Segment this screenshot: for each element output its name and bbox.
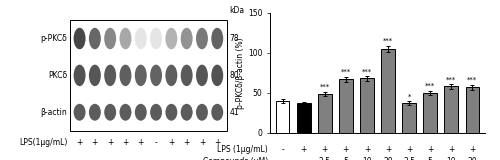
Text: ***: *** [468, 77, 477, 83]
Text: 78: 78 [230, 34, 239, 43]
Text: 2.5: 2.5 [403, 157, 415, 160]
Ellipse shape [166, 28, 177, 49]
Text: +: + [138, 138, 144, 148]
Text: +: + [214, 138, 220, 148]
Bar [402, 103, 416, 133]
Text: +: + [448, 145, 454, 154]
Y-axis label: p-PKCδ/β-actin (%): p-PKCδ/β-actin (%) [236, 37, 245, 109]
Text: 5: 5 [344, 157, 348, 160]
Text: +: + [406, 145, 412, 154]
Bar [381, 49, 395, 133]
Ellipse shape [120, 28, 132, 49]
Bar [70, 20, 228, 131]
Text: -: - [282, 145, 284, 154]
Text: β-actin: β-actin [40, 108, 67, 117]
Text: ***: *** [425, 83, 436, 89]
Ellipse shape [166, 104, 177, 121]
Ellipse shape [74, 104, 86, 121]
Text: +: + [469, 145, 476, 154]
Text: ***: *** [383, 38, 393, 44]
Text: p-PKCδ: p-PKCδ [40, 34, 67, 43]
Text: ***: *** [446, 76, 456, 82]
Bar [339, 79, 352, 133]
Text: 5: 5 [428, 157, 432, 160]
Bar [276, 101, 289, 133]
Text: LPS(1μg/mL): LPS(1μg/mL) [19, 138, 67, 148]
Ellipse shape [212, 65, 223, 86]
Text: +: + [107, 138, 114, 148]
Ellipse shape [150, 65, 162, 86]
Ellipse shape [196, 65, 208, 86]
Text: +: + [184, 138, 190, 148]
Ellipse shape [89, 28, 101, 49]
Bar [424, 93, 437, 133]
Ellipse shape [150, 104, 162, 121]
Ellipse shape [120, 65, 132, 86]
Ellipse shape [135, 104, 146, 121]
Ellipse shape [212, 104, 223, 121]
Text: -: - [302, 157, 305, 160]
Ellipse shape [135, 28, 146, 49]
Bar [444, 86, 458, 133]
Ellipse shape [89, 65, 101, 86]
Text: ***: *** [320, 84, 330, 90]
Text: +: + [92, 138, 98, 148]
Text: +: + [300, 145, 307, 154]
Text: +: + [199, 138, 205, 148]
Ellipse shape [212, 28, 223, 49]
Text: Compounds (μM): Compounds (μM) [202, 157, 268, 160]
Ellipse shape [166, 65, 177, 86]
Text: 10: 10 [446, 157, 456, 160]
Bar [466, 87, 479, 133]
Ellipse shape [180, 104, 192, 121]
Text: +: + [342, 145, 349, 154]
Text: +: + [76, 138, 83, 148]
Ellipse shape [196, 28, 208, 49]
Text: 20: 20 [383, 157, 393, 160]
Text: +: + [385, 145, 391, 154]
Ellipse shape [104, 65, 116, 86]
Text: -: - [282, 157, 284, 160]
Text: LPS (1μg/mL): LPS (1μg/mL) [217, 145, 268, 154]
Ellipse shape [196, 104, 208, 121]
Text: +: + [168, 138, 174, 148]
Text: +: + [122, 138, 128, 148]
Text: +: + [364, 145, 370, 154]
Text: -: - [154, 138, 158, 148]
Ellipse shape [180, 65, 192, 86]
Ellipse shape [180, 28, 192, 49]
Bar [360, 78, 374, 133]
Text: 20: 20 [468, 157, 477, 160]
Text: ***: *** [341, 69, 351, 75]
Ellipse shape [74, 28, 86, 49]
Text: 10: 10 [362, 157, 372, 160]
Ellipse shape [135, 65, 146, 86]
Text: kDa: kDa [230, 7, 245, 16]
Ellipse shape [104, 104, 116, 121]
Text: ***: *** [362, 68, 372, 74]
Text: +: + [322, 145, 328, 154]
Ellipse shape [120, 104, 132, 121]
Text: *: * [408, 94, 411, 100]
Ellipse shape [89, 104, 101, 121]
Text: 41: 41 [230, 108, 239, 117]
Bar [318, 94, 332, 133]
Text: PKCδ: PKCδ [48, 71, 67, 80]
Text: 80: 80 [230, 71, 239, 80]
Text: +: + [427, 145, 434, 154]
Ellipse shape [74, 65, 86, 86]
Ellipse shape [104, 28, 116, 49]
Text: 2.5: 2.5 [319, 157, 331, 160]
Ellipse shape [150, 28, 162, 49]
Bar [297, 103, 310, 133]
